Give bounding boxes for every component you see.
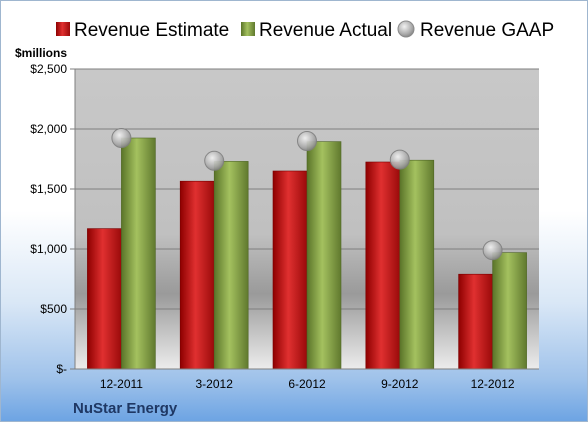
- marker-revenue-gaap: [297, 131, 317, 151]
- y-tick-label: $1,500: [30, 182, 67, 196]
- bar-revenue-actual: [306, 141, 342, 370]
- x-axis: 12-2011 3-2012 6-2012 9-2012 12-2012: [75, 368, 539, 391]
- y-tick-label: $1,000: [30, 242, 67, 256]
- marker-revenue-gaap: [204, 150, 225, 171]
- company-name: NuStar Energy: [73, 400, 178, 417]
- y-tick-label: $2,500: [30, 62, 67, 76]
- legend-swatch-revenue-gaap: [397, 20, 415, 38]
- y-tick-label: $2,000: [30, 122, 67, 136]
- x-tick-label: 6-2012: [288, 377, 326, 391]
- bar-revenue-estimate: [87, 228, 122, 370]
- markers: [111, 128, 503, 261]
- marker-revenue-gaap: [389, 149, 410, 170]
- legend-swatch-revenue-estimate: [56, 22, 70, 36]
- bar-revenue-estimate: [458, 273, 493, 370]
- bar-revenue-estimate: [272, 170, 308, 370]
- y-tick-label: $-: [56, 362, 67, 376]
- x-tick-label: 12-2012: [471, 377, 515, 391]
- legend-swatch-revenue-actual: [241, 22, 255, 36]
- legend-label-revenue-estimate: Revenue Estimate: [74, 20, 229, 41]
- bar-revenue-actual: [492, 252, 527, 370]
- marker-revenue-gaap: [111, 128, 132, 148]
- bar-revenue-estimate: [179, 180, 215, 370]
- bar-revenue-estimate: [365, 161, 401, 370]
- x-tick-label: 3-2012: [196, 377, 234, 391]
- y-tick-label: $500: [40, 302, 67, 316]
- bar-revenue-actual: [399, 159, 435, 370]
- marker-revenue-gaap: [482, 240, 503, 261]
- legend-label-revenue-actual: Revenue Actual: [259, 20, 392, 41]
- legend: Revenue Estimate Revenue Actual Revenue …: [56, 20, 554, 41]
- x-tick-label: 9-2012: [381, 377, 419, 391]
- bars: [87, 137, 527, 370]
- legend-label-revenue-gaap: Revenue GAAP: [420, 20, 554, 41]
- bar-revenue-actual: [213, 161, 249, 370]
- bar-revenue-actual: [121, 137, 156, 370]
- x-tick-label: 12-2011: [100, 377, 143, 391]
- y-axis: $- $500 $1,000 $1,500 $2,000 $2,500: [30, 62, 76, 376]
- y-axis-unit-label: $millions: [15, 46, 67, 60]
